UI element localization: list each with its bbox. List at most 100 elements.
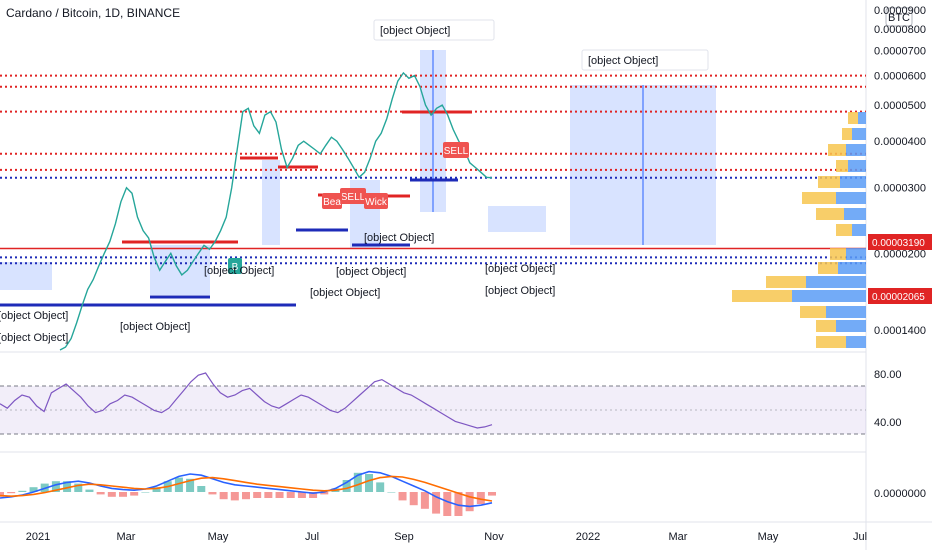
vp-row-up-7 <box>852 224 866 236</box>
macd-hist-bar-9 <box>96 492 105 495</box>
chart-title: Cardano / Bitcoin, 1D, BINANCE <box>6 6 180 20</box>
macd-hist-bar-25 <box>275 492 284 498</box>
currency-badge[interactable] <box>885 7 913 27</box>
macd-hist-bar-31 <box>342 480 351 492</box>
annotation-7: [object Object] <box>485 285 555 297</box>
vp-row-down-4 <box>818 176 840 188</box>
macd-hist-bar-42 <box>465 492 474 512</box>
macd-hist-bar-1 <box>7 492 16 494</box>
vp-row-down-8 <box>830 248 846 260</box>
time-tick-2: May <box>208 531 229 543</box>
vp-row-up-9 <box>838 262 866 274</box>
wick-tag[interactable] <box>364 193 388 209</box>
macd-hist-bar-24 <box>264 492 273 498</box>
volume-profile[interactable] <box>732 112 866 348</box>
macd-hist-bar-26 <box>286 492 295 498</box>
measure-boxes[interactable] <box>0 50 716 295</box>
sr-segments[interactable] <box>0 110 472 307</box>
annotation-bg-1 <box>373 19 495 41</box>
vp-row-down-7 <box>836 224 852 236</box>
level-price-tag <box>868 288 932 304</box>
vp-row-down-13 <box>816 320 836 332</box>
vp-row-up-1 <box>852 128 866 140</box>
macd-hist-bar-34 <box>376 482 385 492</box>
time-tick-0: 2021 <box>26 531 50 543</box>
macd-hist-bar-10 <box>107 492 116 497</box>
macd-hist-bar-16 <box>174 477 183 492</box>
macd-hist-bar-18 <box>197 486 206 492</box>
sell-tag-sep[interactable] <box>443 142 469 158</box>
vp-row-up-3 <box>848 160 866 172</box>
level-price-label: 0.00002065 <box>872 292 925 303</box>
vp-row-down-10 <box>766 276 806 288</box>
currency-badge-label: BTC <box>888 12 910 24</box>
rsi-series-line[interactable] <box>0 372 493 429</box>
macd-hist-bar-6 <box>63 481 72 492</box>
time-tick-5: Nov <box>484 531 504 543</box>
price-tick-6: 0.0000300 <box>874 183 926 195</box>
annotation-bg-2 <box>581 49 709 71</box>
time-axis[interactable]: 2021 Mar May Jul Sep Nov 2022 Mar May Jul <box>26 531 867 543</box>
macd-histogram[interactable] <box>0 472 496 516</box>
macd-tick-0: 0.0000000 <box>874 488 926 500</box>
macd-hist-bar-21 <box>230 492 239 501</box>
signal-tags[interactable]: SELL SELL Bea Wick B <box>228 142 469 274</box>
macd-hist-bar-32 <box>353 472 362 492</box>
wick-tag-label: Wick <box>365 197 388 208</box>
vp-row-up-14 <box>846 336 866 348</box>
price-series-line[interactable] <box>59 71 493 351</box>
price-tick-3: 0.0000600 <box>874 71 926 83</box>
vp-row-up-0 <box>858 112 866 124</box>
bear-tag[interactable] <box>322 193 342 209</box>
vp-row-down-12 <box>800 306 826 318</box>
buy-tag-label: B <box>232 262 239 273</box>
macd-hist-bar-19 <box>208 492 217 495</box>
annotation-4: [object Object] <box>364 232 434 244</box>
vp-row-up-6 <box>844 208 866 220</box>
macd-hist-bar-35 <box>387 492 396 493</box>
last-price-tag <box>868 234 932 250</box>
macd-hist-bar-20 <box>219 492 228 500</box>
price-levels[interactable] <box>0 74 866 265</box>
macd-hist-bar-33 <box>365 474 373 492</box>
annotation-3: [object Object] <box>204 265 274 277</box>
price-tick-1: 0.0000800 <box>874 24 926 36</box>
rsi-tick-80: 80.00 <box>874 369 902 381</box>
buy-tag[interactable] <box>228 258 242 274</box>
sell-tag-aug[interactable] <box>340 188 366 204</box>
macd-hist-bar-27 <box>297 492 306 498</box>
macd-series-line[interactable] <box>0 470 493 508</box>
vp-row-up-12 <box>826 306 866 318</box>
measure-box-may[interactable] <box>262 160 280 245</box>
price-tick-2: 0.0000700 <box>874 46 926 58</box>
vp-row-down-3 <box>836 160 848 172</box>
vp-row-up-8 <box>846 248 866 260</box>
vp-row-down-6 <box>816 208 844 220</box>
macd-hist-bar-22 <box>242 492 250 500</box>
macd-hist-bar-13 <box>141 492 150 493</box>
price-axis[interactable]: 0.0000900 0.0000800 0.0000700 0.0000600 0.00… <box>874 5 926 337</box>
vp-row-down-9 <box>818 262 838 274</box>
macd-hist-bar-28 <box>309 492 318 498</box>
macd-hist-bar-29 <box>320 492 329 495</box>
measure-box-left[interactable] <box>0 262 52 290</box>
measure-box-nov[interactable] <box>488 206 546 232</box>
macd-hist-bar-2 <box>18 490 27 492</box>
macd-hist-bar-36 <box>398 492 407 501</box>
price-tick-4: 0.0000500 <box>874 100 926 112</box>
vp-row-up-2 <box>846 144 866 156</box>
macd-signal-line[interactable] <box>0 475 493 502</box>
time-tick-7: Mar <box>669 531 688 543</box>
vp-row-down-5 <box>802 192 836 204</box>
time-tick-8: May <box>758 531 779 543</box>
macd-hist-bar-14 <box>152 487 161 492</box>
time-tick-9: Jul <box>853 531 867 543</box>
vp-row-down-14 <box>816 336 846 348</box>
annotation-8: [object Object] <box>336 266 406 278</box>
annotation-2: [object Object] <box>588 55 658 67</box>
macd-hist-bar-3 <box>29 487 38 492</box>
macd-hist-bar-39 <box>432 492 441 514</box>
macd-hist-bar-0 <box>0 492 4 497</box>
macd-hist-bar-40 <box>443 492 452 516</box>
